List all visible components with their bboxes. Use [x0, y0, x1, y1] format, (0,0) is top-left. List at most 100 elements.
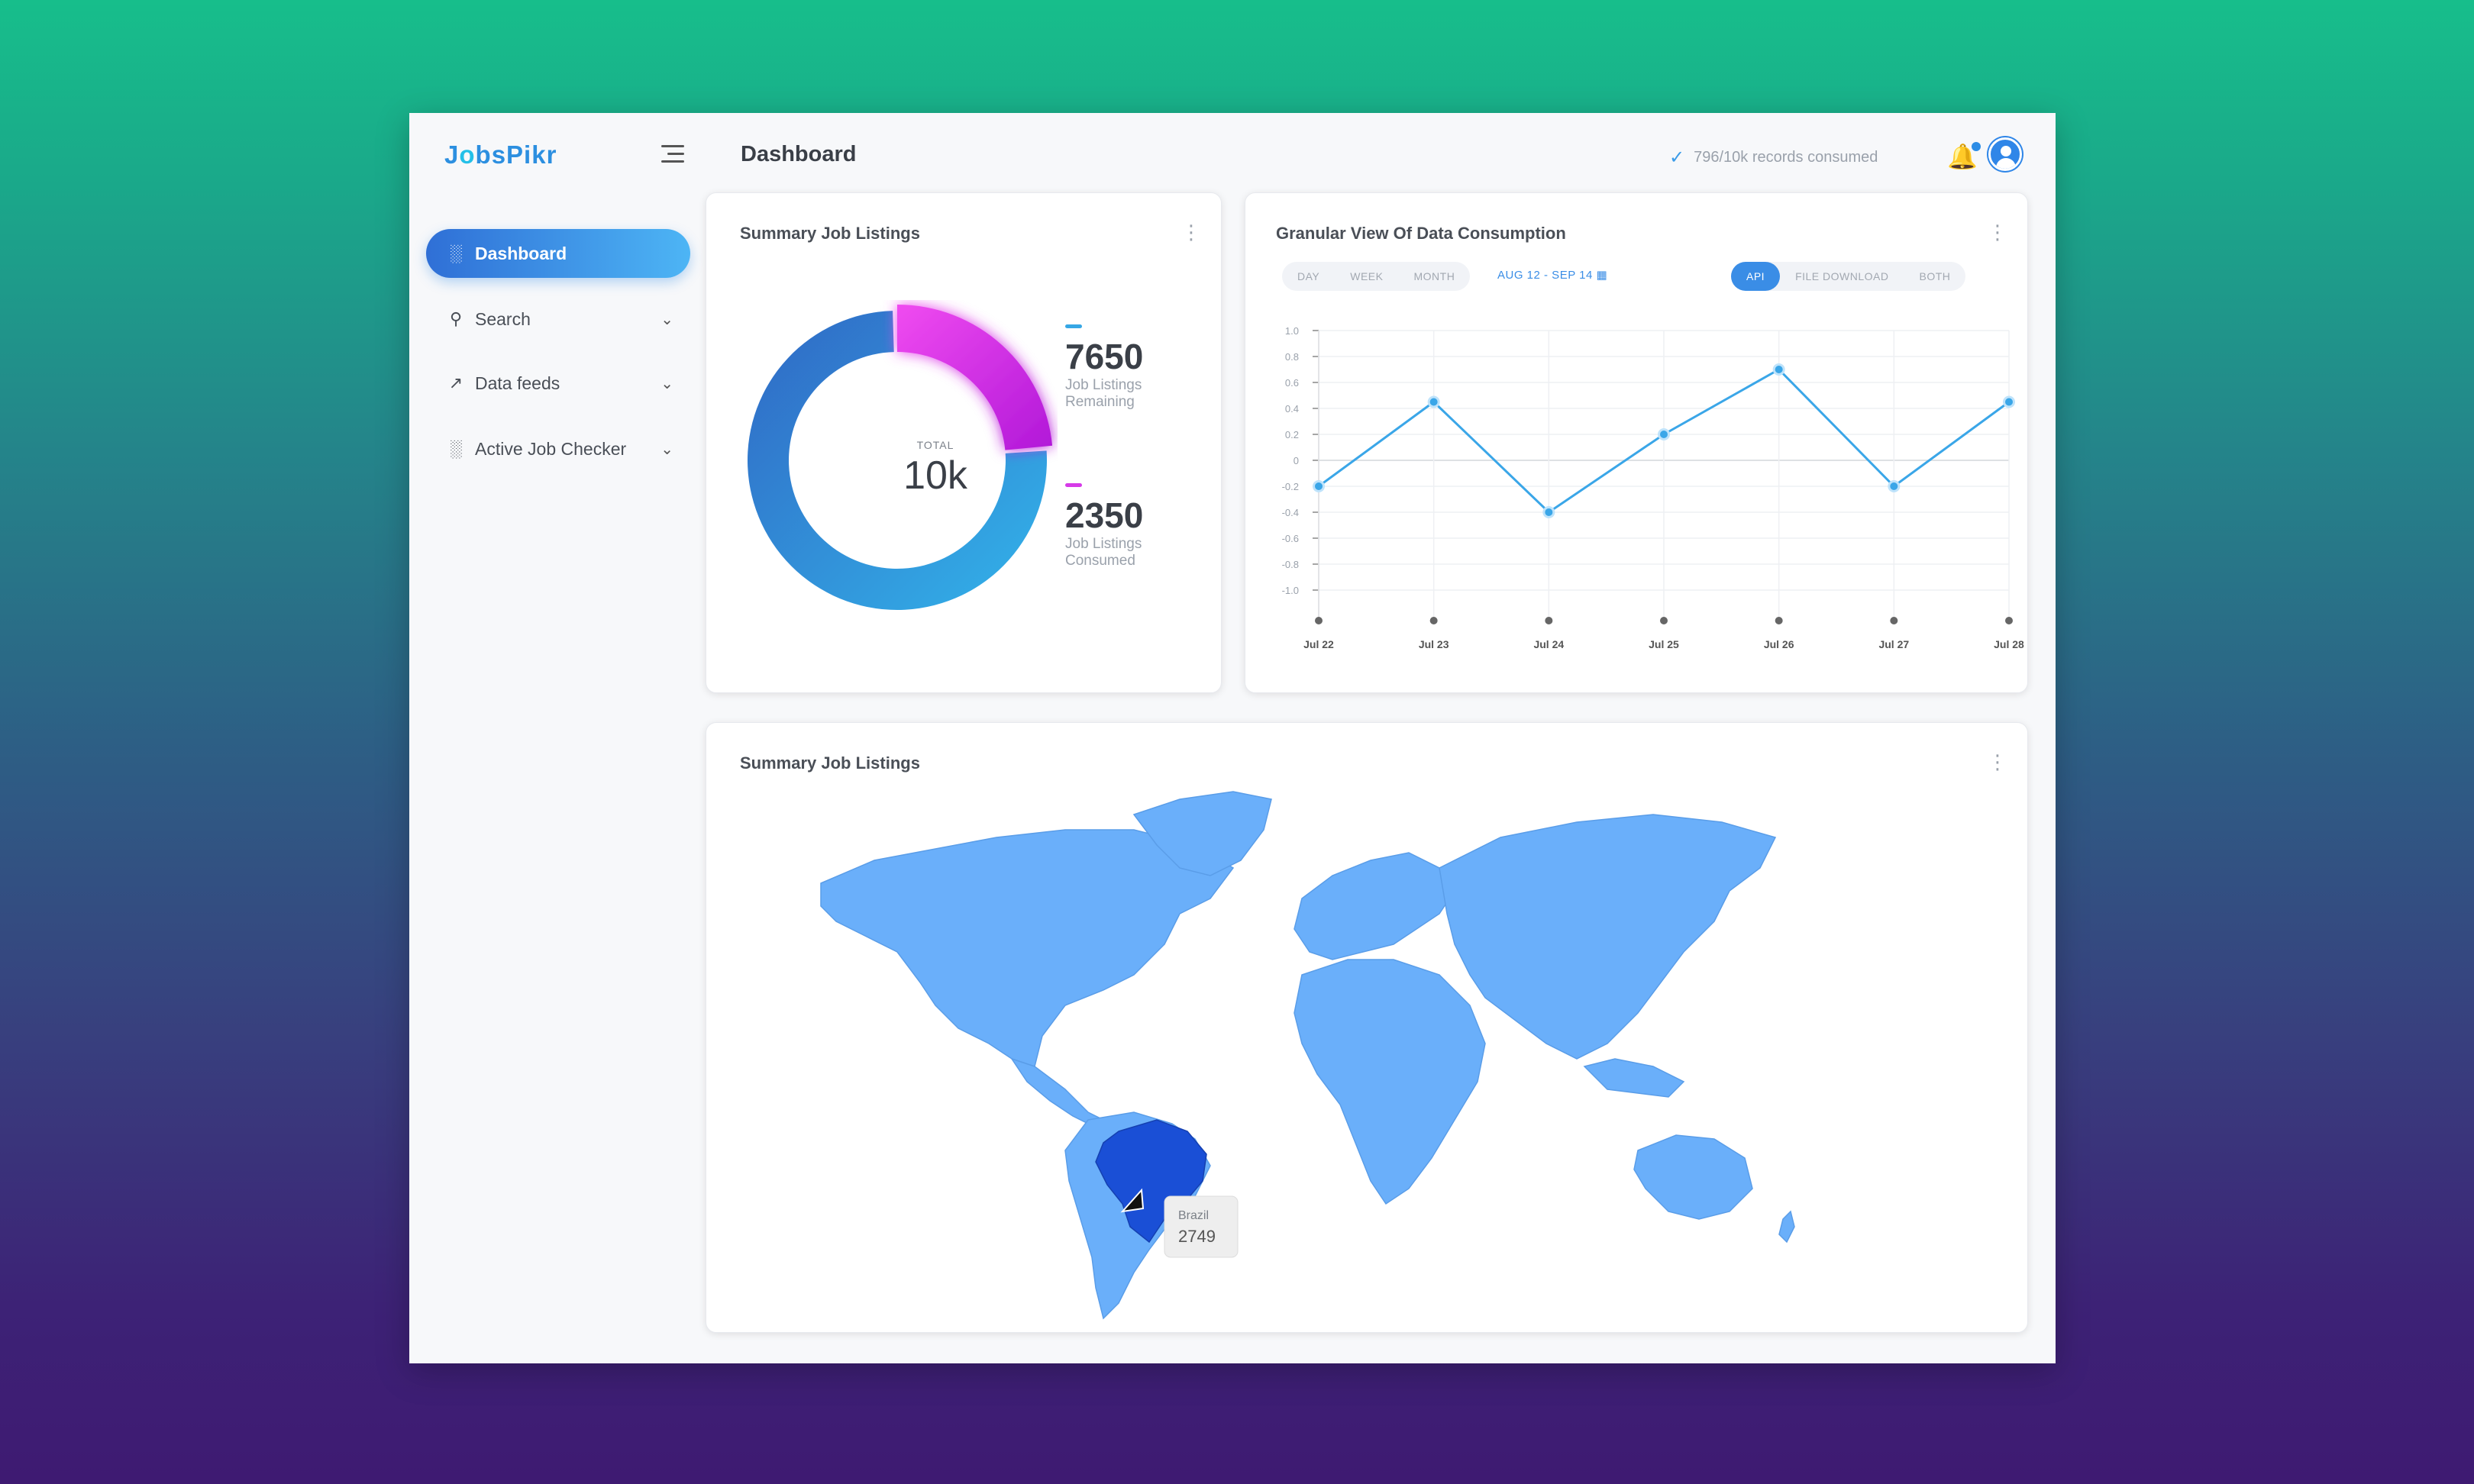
map-central-america[interactable] — [1010, 1057, 1105, 1128]
map-new-zealand[interactable] — [1778, 1210, 1795, 1244]
donut-total-value: 10k — [903, 453, 967, 498]
map-tooltip: Brazil 2749 — [1164, 1195, 1239, 1258]
card-title: Summary Job Listings — [740, 753, 920, 773]
avatar[interactable] — [1988, 137, 2022, 171]
more-options-icon[interactable]: ⋮ — [1181, 221, 1201, 244]
x-tick-dot — [1660, 617, 1668, 624]
y-tick-label: 0.4 — [1285, 403, 1299, 415]
line-chart: 1.0 0.8 0.6 0.4 0.2 0 -0.2 -0.4 -0.6 -0.8 -1.0 Jul … — [1282, 325, 2024, 650]
map-north-america[interactable] — [820, 829, 1235, 1067]
y-tick-label: 0.2 — [1285, 429, 1299, 440]
y-tick-label: -0.6 — [1282, 533, 1299, 544]
calendar-icon: ▦ — [1596, 269, 1608, 282]
x-tick-dot — [2005, 617, 2013, 624]
tab-file-download[interactable]: FILE DOWNLOAD — [1795, 270, 1889, 282]
x-tick-dot — [1545, 617, 1553, 624]
map-southeast-asia[interactable] — [1583, 1058, 1685, 1098]
donut-segment-consumed[interactable] — [897, 305, 1053, 450]
x-tick-label: Jul 24 — [1533, 638, 1564, 650]
more-options-icon[interactable]: ⋮ — [1988, 750, 2007, 773]
map-europe[interactable] — [1294, 852, 1455, 960]
period-tabs: DAY WEEK MONTH — [1282, 262, 1471, 291]
sidebar-item-dashboard[interactable]: ░ Dashboard — [426, 229, 690, 278]
donut-chart — [748, 305, 1053, 610]
world-map: Brazil 2749 — [820, 791, 1795, 1320]
sidebar-item-search[interactable]: ⚲ Search ⌄ — [426, 295, 690, 344]
data-point — [1775, 366, 1783, 373]
card-title: Summary Job Listings — [740, 224, 920, 243]
legend-label: Job Listings Remaining — [1065, 377, 1142, 410]
x-tick-label: Jul 27 — [1878, 638, 1909, 650]
y-tick-label: -0.8 — [1282, 559, 1299, 570]
search-icon: ⚲ — [449, 309, 463, 328]
y-tick-label: 1.0 — [1285, 325, 1299, 337]
data-point — [1315, 482, 1323, 490]
sidebar-item-data-feeds[interactable]: ↗ Data feeds ⌄ — [426, 359, 690, 408]
records-consumed: ✓ 796/10k records consumed — [1669, 147, 1878, 169]
records-consumed-text: 796/10k records consumed — [1694, 149, 1878, 166]
x-tick-label: Jul 22 — [1303, 638, 1334, 650]
x-tick-label: Jul 26 — [1764, 638, 1794, 650]
legend-label: Job Listings Consumed — [1065, 536, 1142, 569]
bar-chart-icon: ░ — [450, 439, 462, 458]
chevron-down-icon: ⌄ — [660, 311, 673, 328]
y-tick-label: -0.2 — [1282, 481, 1299, 492]
y-tick-label: 0.8 — [1285, 351, 1299, 363]
more-options-icon[interactable]: ⋮ — [1988, 221, 2007, 244]
map-greenland[interactable] — [1132, 791, 1272, 876]
legend-value: 7650 — [1065, 337, 1144, 376]
chevron-down-icon: ⌄ — [660, 440, 673, 458]
data-point — [1429, 398, 1438, 406]
data-point — [1660, 431, 1668, 438]
page-title: Dashboard — [741, 142, 857, 166]
x-tick-label: Jul 28 — [1994, 638, 2024, 650]
map-asia[interactable] — [1439, 814, 1777, 1060]
tab-month[interactable]: MONTH — [1413, 270, 1455, 282]
source-tabs: API FILE DOWNLOAD BOTH — [1731, 262, 1966, 291]
app-logo[interactable]: JobsPikr — [444, 140, 557, 169]
map-africa[interactable] — [1294, 959, 1486, 1205]
summary-job-listings-card: Summary Job Listings ⋮ TOTAL 1 — [706, 192, 1222, 693]
sidebar-item-active-job-checker[interactable]: ░ Active Job Checker ⌄ — [426, 424, 690, 473]
y-tick-label: -0.4 — [1282, 507, 1299, 518]
sidebar-item-label: Data feeds — [475, 373, 560, 393]
y-tick-label: 0.6 — [1285, 377, 1299, 389]
sidebar-item-label: Search — [475, 308, 531, 329]
date-range-picker[interactable]: AUG 12 - SEP 14 ▦ — [1497, 268, 1607, 282]
granular-data-consumption-card: Granular View Of Data Consumption ⋮ DAY … — [1245, 192, 2028, 693]
check-icon: ✓ — [1669, 147, 1685, 168]
tooltip-country: Brazil — [1178, 1209, 1209, 1222]
x-tick-label: Jul 23 — [1419, 638, 1449, 650]
x-tick-dot — [1315, 617, 1323, 624]
data-point — [1890, 482, 1898, 490]
bar-chart-icon: ░ — [450, 244, 462, 263]
tab-api[interactable]: API — [1731, 262, 1781, 291]
map-brazil[interactable] — [1095, 1119, 1207, 1244]
tooltip-value: 2749 — [1178, 1227, 1216, 1246]
sidebar: JobsPikr ░ Dashboard ⚲ Search ⌄ ↗ Data f… — [409, 113, 699, 1363]
data-point — [2005, 398, 2013, 406]
data-point — [1545, 508, 1553, 516]
tab-week[interactable]: WEEK — [1350, 270, 1384, 282]
date-range-text: AUG 12 - SEP 14 — [1497, 269, 1593, 282]
tab-both[interactable]: BOTH — [1919, 270, 1951, 282]
cursor-icon — [1120, 1188, 1145, 1213]
legend-swatch — [1065, 324, 1082, 328]
legend-remaining: 7650 Job Listings Remaining — [1065, 324, 1172, 411]
bell-icon[interactable]: 🔔 — [1947, 142, 1981, 171]
tab-day[interactable]: DAY — [1297, 270, 1320, 282]
legend-swatch — [1065, 483, 1082, 487]
sidebar-item-label: Active Job Checker — [475, 438, 627, 459]
donut-total-label: TOTAL — [916, 439, 954, 451]
app-window: JobsPikr ░ Dashboard ⚲ Search ⌄ ↗ Data f… — [409, 113, 2056, 1363]
sidebar-item-label: Dashboard — [475, 243, 567, 263]
x-tick-dot — [1890, 617, 1898, 624]
legend-consumed: 2350 Job Listings Consumed — [1065, 483, 1172, 569]
x-tick-dot — [1775, 617, 1783, 624]
y-tick-label: -1.0 — [1282, 585, 1299, 596]
map-australia[interactable] — [1633, 1134, 1753, 1220]
map-summary-card: Summary Job Listings ⋮ — [706, 722, 2028, 1333]
menu-toggle-icon[interactable] — [661, 145, 684, 166]
trend-line-icon: ↗ — [448, 373, 463, 392]
x-tick-dot — [1429, 617, 1438, 624]
